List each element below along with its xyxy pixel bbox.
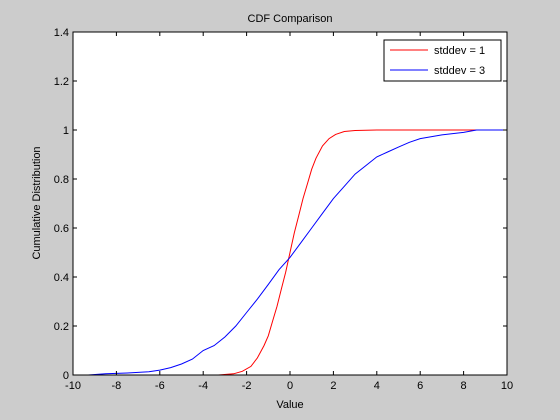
series-layer [88,129,507,376]
x-axis-label: Value [276,399,303,411]
chart-title: CDF Comparison [248,13,333,25]
legend-label-stddev-1: stddev = 1 [434,45,485,57]
x-tick-label: -6 [155,380,165,392]
x-tick-label: 0 [287,380,293,392]
y-tick-label: 1 [63,125,69,137]
legend: stddev = 1 stddev = 3 [383,39,502,82]
plot-area [73,32,507,375]
y-tick-label: 1.2 [54,76,69,88]
x-tick-label: 2 [330,380,336,392]
x-tick-label: 4 [374,380,380,392]
y-tick-label: 0.4 [54,272,69,284]
x-tick-label: 6 [417,380,423,392]
legend-box [383,39,502,82]
x-tick-label: -2 [242,380,252,392]
x-tick-label: 10 [501,380,513,392]
y-tick-label: 0.6 [54,223,69,235]
y-tick-label: 1.4 [54,27,69,39]
x-tick-label: -10 [65,380,81,392]
x-tick-label: 8 [461,380,467,392]
y-axis-label: Cumulative Distribution [31,146,43,259]
series-line-0 [218,129,507,376]
series-line-1 [88,129,507,376]
y-tick-label: 0.8 [54,174,69,186]
ticks-layer: -10 -8 -6 -4 -2 0 2 4 6 8 10 0 0.2 0.4 0.6 0.8 1 1.2 1.4 [54,27,513,392]
x-tick-label: -8 [112,380,122,392]
y-tick-label: 0 [63,370,69,382]
y-tick-label: 0.2 [54,321,69,333]
x-tick-label: -4 [198,380,208,392]
legend-label-stddev-3: stddev = 3 [434,65,485,77]
